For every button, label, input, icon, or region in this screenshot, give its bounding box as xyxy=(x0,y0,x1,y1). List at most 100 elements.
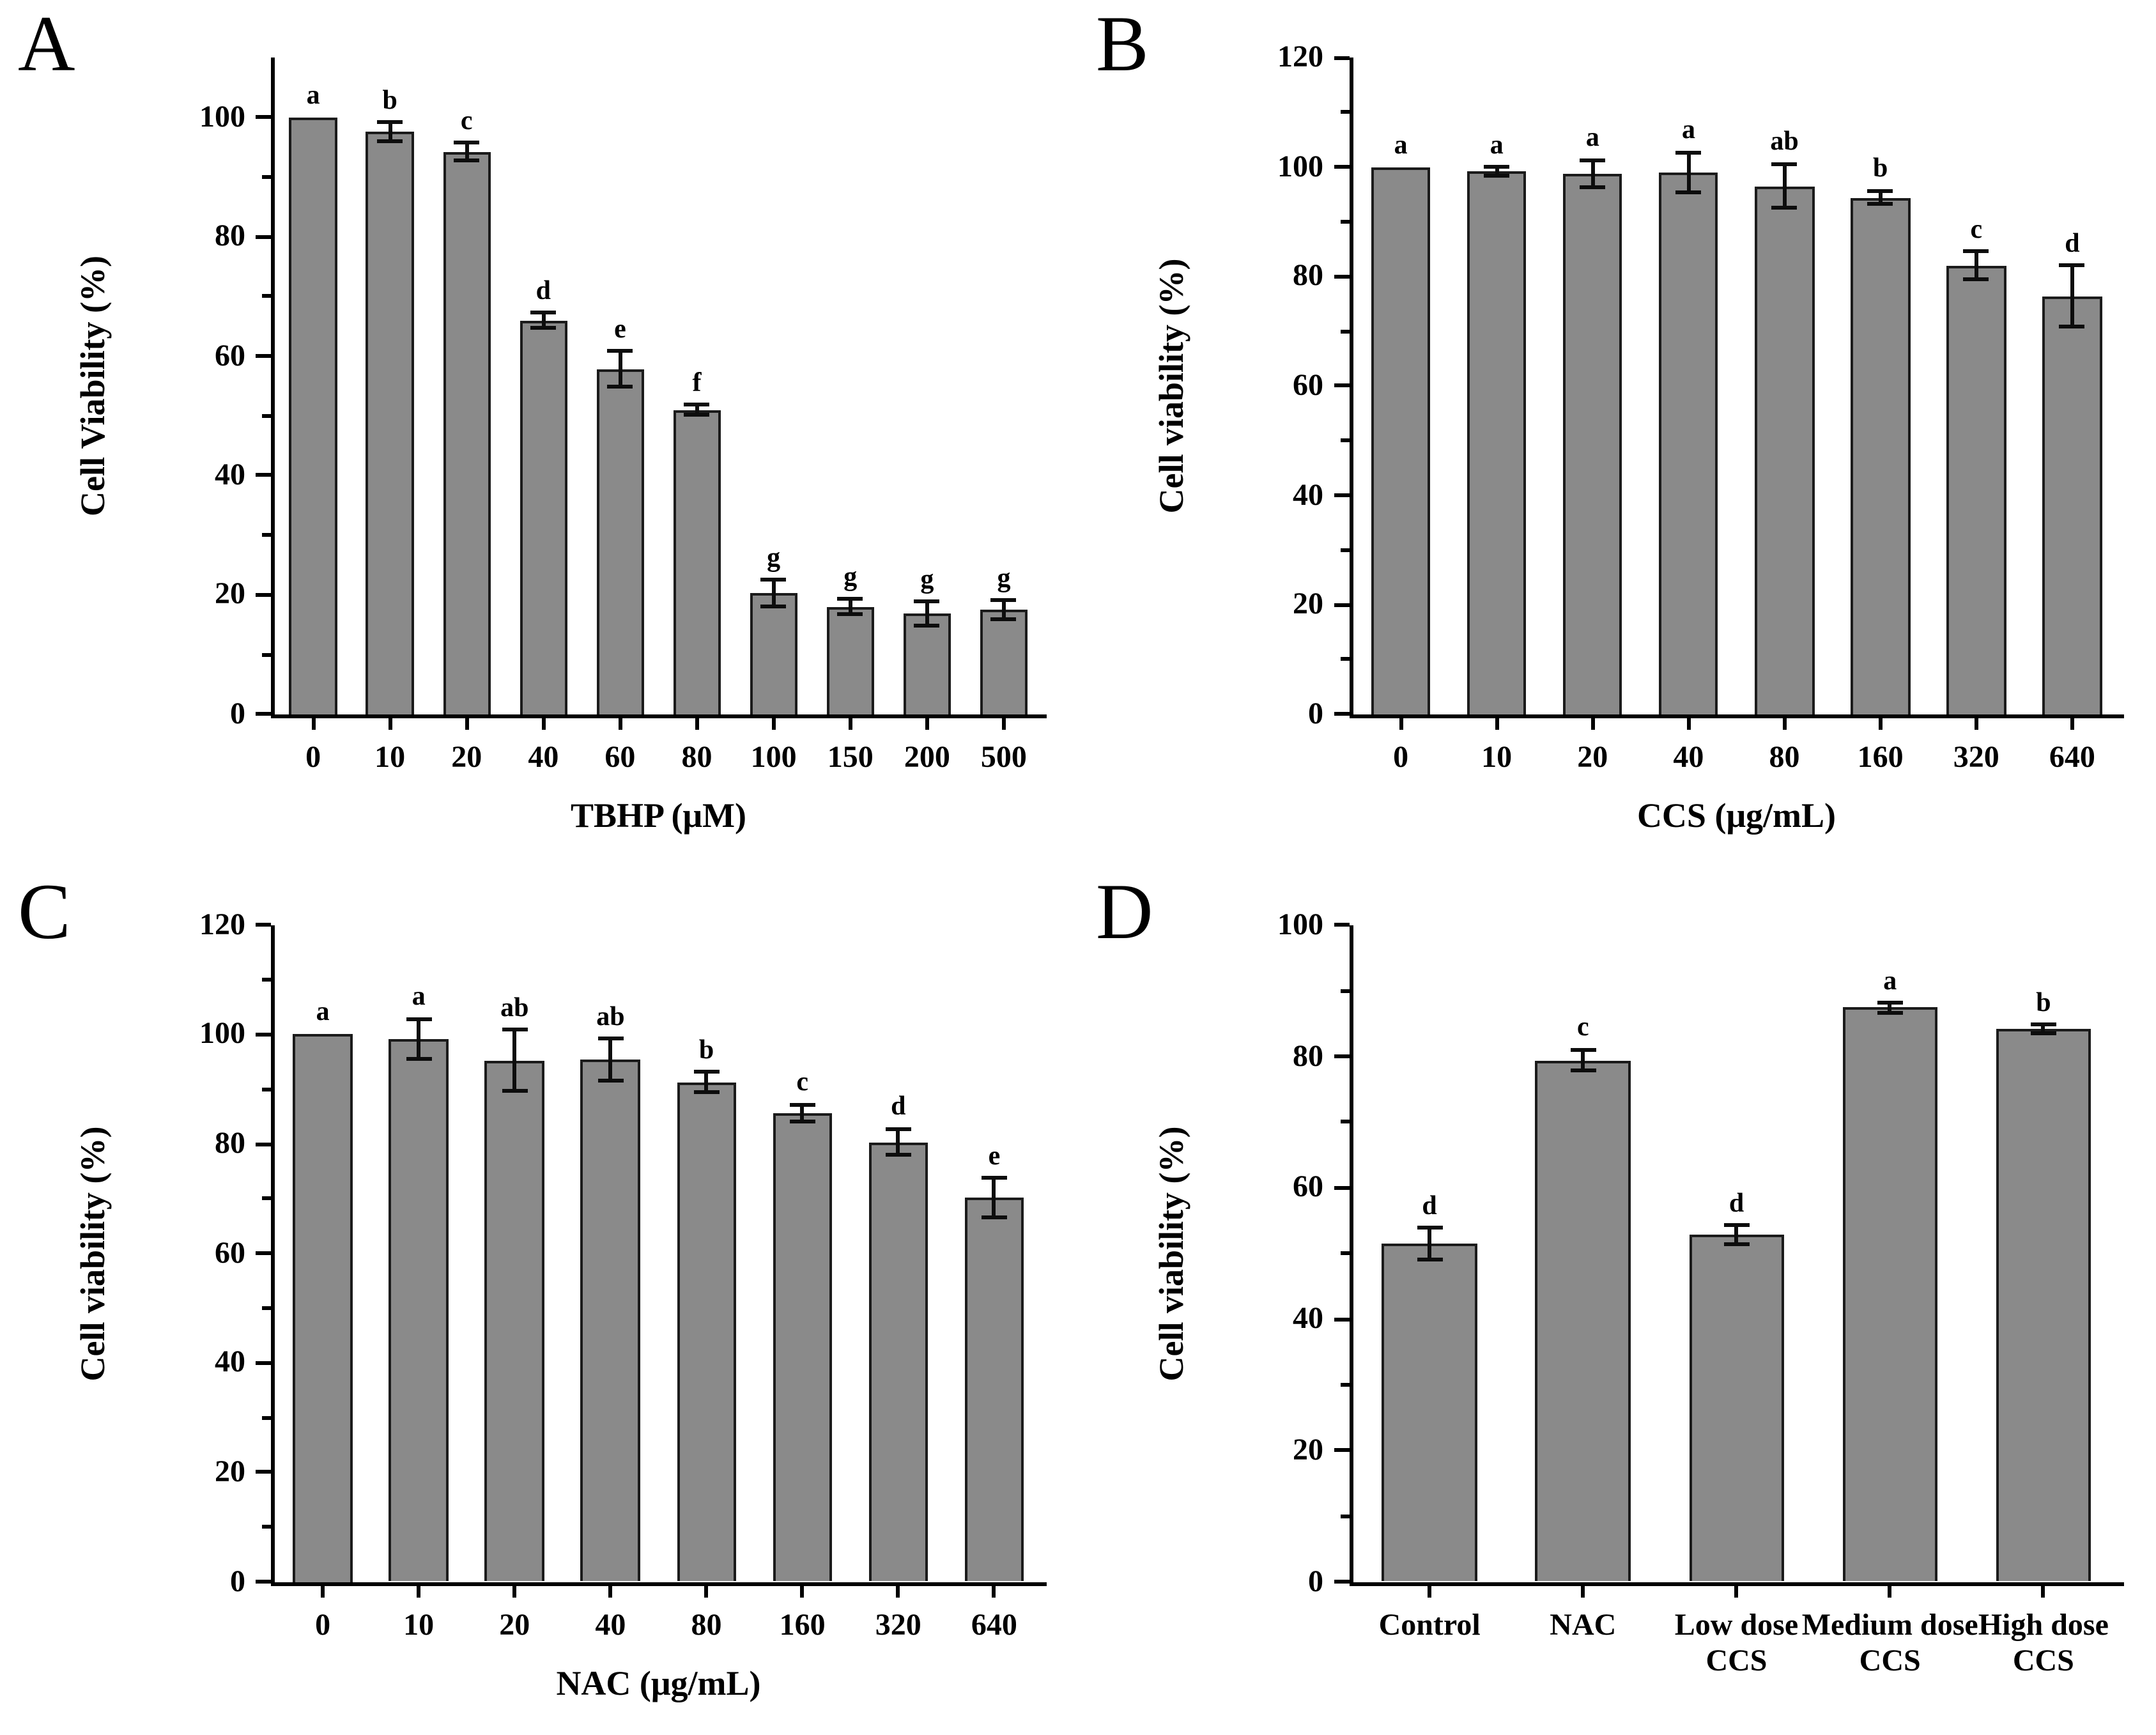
y-tick-label: 120 xyxy=(1277,41,1323,74)
bar xyxy=(520,320,567,714)
x-tick-label: Medium dose CCS xyxy=(1801,1608,1978,1677)
error-bar-cap-bottom xyxy=(1877,1010,1903,1015)
bar xyxy=(980,610,1028,714)
y-minor-tick xyxy=(262,533,271,537)
x-tick xyxy=(992,1582,996,1597)
x-tick xyxy=(1734,1582,1739,1597)
error-bar-cap-top xyxy=(693,1070,720,1074)
bar xyxy=(677,1082,737,1582)
panel-D: D d Control c NAC d Low dose CCS a Medium dose … xyxy=(1078,868,2156,1735)
y-tick-label: 100 xyxy=(199,100,245,134)
y-tick-label: 80 xyxy=(1293,259,1323,293)
x-tick xyxy=(1001,714,1006,730)
error-bar-cap-top xyxy=(1484,165,1510,169)
y-minor-tick xyxy=(1340,1251,1349,1256)
x-tick-label: 320 xyxy=(875,1608,921,1642)
error-bar-line xyxy=(541,312,546,328)
significance-letter: a xyxy=(316,996,330,1027)
y-tick-label: 20 xyxy=(215,578,245,612)
x-tick-label: 40 xyxy=(1673,741,1704,775)
x-axis xyxy=(271,1582,1046,1585)
x-tick xyxy=(800,1582,805,1597)
y-tick-label: 60 xyxy=(215,1237,245,1270)
significance-letter: e xyxy=(614,312,626,344)
y-major-tick xyxy=(256,354,271,359)
y-axis-title: Cell viability (%) xyxy=(73,1125,112,1381)
error-bar-line xyxy=(2041,1024,2045,1033)
significance-letter: d xyxy=(535,274,551,305)
x-tick xyxy=(1590,714,1595,730)
y-major-tick xyxy=(1334,1448,1349,1453)
x-tick-label: 10 xyxy=(1481,741,1513,775)
error-bar-line xyxy=(465,143,469,161)
x-tick xyxy=(1686,714,1691,730)
error-bar-cap-top xyxy=(454,141,480,145)
x-tick-label: 20 xyxy=(451,741,482,775)
error-bar-cap-bottom xyxy=(1963,277,1989,282)
bar xyxy=(903,613,951,714)
bar xyxy=(868,1142,928,1582)
significance-letter: ab xyxy=(500,991,529,1022)
x-tick-label: 150 xyxy=(827,741,874,775)
significance-letter: a xyxy=(1585,121,1599,153)
error-bar-line xyxy=(992,1178,996,1218)
x-tick xyxy=(848,714,852,730)
error-bar-cap-bottom xyxy=(607,385,633,389)
significance-letter: b xyxy=(1873,152,1888,183)
y-axis-title: Cell viability (%) xyxy=(1151,1125,1190,1381)
y-major-tick xyxy=(256,923,271,927)
significance-letter: c xyxy=(1970,213,1983,244)
error-bar-line xyxy=(1974,251,1978,280)
error-bar-cap-top xyxy=(530,311,557,315)
bar xyxy=(964,1198,1024,1582)
error-bar-line xyxy=(1590,160,1595,187)
bar xyxy=(293,1034,353,1582)
y-major-tick xyxy=(1334,923,1349,927)
y-major-tick xyxy=(256,1142,271,1146)
y-axis xyxy=(1349,925,1353,1585)
y-minor-tick xyxy=(262,652,271,657)
error-bar-line xyxy=(771,580,776,606)
y-major-tick xyxy=(1334,1317,1349,1321)
bar xyxy=(1658,172,1718,714)
y-minor-tick xyxy=(262,174,271,179)
x-tick-label: 320 xyxy=(1953,741,1999,775)
bar xyxy=(2042,296,2102,714)
y-minor-tick xyxy=(262,1415,271,1420)
error-bar-line xyxy=(1888,1003,1892,1013)
x-tick xyxy=(417,1582,421,1597)
y-tick-label: 60 xyxy=(1293,369,1323,403)
x-tick-label: 40 xyxy=(528,741,559,775)
x-axis xyxy=(1349,1582,2124,1585)
y-axis-title: Cell Viability (%) xyxy=(73,255,112,516)
x-tick xyxy=(1878,714,1883,730)
bar xyxy=(484,1060,544,1582)
y-axis xyxy=(1349,58,1353,718)
x-tick xyxy=(388,714,392,730)
error-bar-cap-top xyxy=(1570,1047,1596,1052)
y-major-tick xyxy=(1334,1580,1349,1584)
x-tick xyxy=(695,714,699,730)
bar xyxy=(1842,1007,1938,1582)
bar xyxy=(1371,167,1431,714)
error-bar-cap-bottom xyxy=(760,604,787,608)
error-bar-cap-top xyxy=(1580,158,1606,162)
significance-letter: d xyxy=(1422,1189,1437,1221)
error-bar-cap-top xyxy=(1963,249,1989,254)
y-minor-tick xyxy=(1340,548,1349,552)
y-tick-label: 0 xyxy=(1308,697,1323,731)
x-tick-label: 640 xyxy=(971,1608,1017,1642)
error-bar-cap-top xyxy=(684,403,710,407)
y-tick-label: 80 xyxy=(215,220,245,254)
x-tick xyxy=(2041,1582,2045,1597)
significance-letter: b xyxy=(698,1033,714,1065)
x-tick-label: Low dose CCS xyxy=(1674,1608,1799,1677)
error-bar-line xyxy=(800,1104,805,1122)
x-tick-label: 10 xyxy=(374,741,406,775)
y-minor-tick xyxy=(1340,219,1349,224)
significance-letter: a xyxy=(1681,114,1695,145)
bar xyxy=(750,592,797,714)
y-minor-tick xyxy=(262,1306,271,1310)
significance-letter: g xyxy=(920,563,934,594)
significance-letter: d xyxy=(1729,1187,1744,1218)
